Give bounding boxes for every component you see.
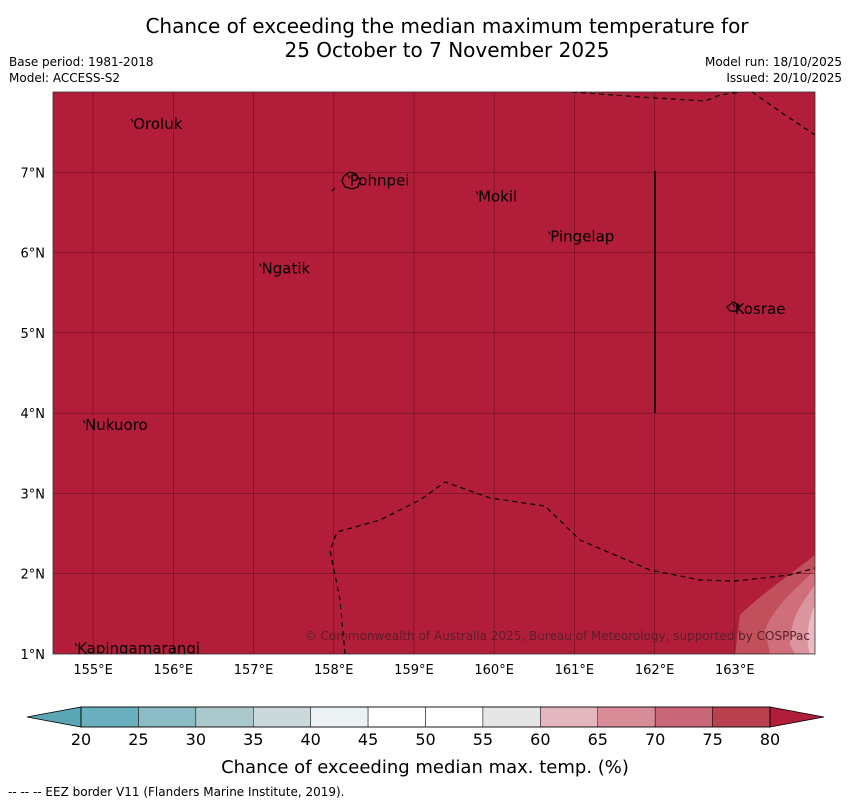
lat-tick-label: 2°N [21, 568, 46, 583]
island-labels: Oroluk Pohnpei Mokil Pingelap Ngatik Kosrae Nu… [74, 115, 786, 657]
colorbar-frame [80, 706, 771, 728]
colorbar-segment [654, 706, 713, 728]
colorbar-tick-label: 40 [300, 730, 320, 749]
axis-labels: 155°E 156°E 157°E 158°E 159°E 160°E 161°E 162°E… [21, 166, 755, 678]
colorbar-low-arrow [26, 706, 82, 728]
model-run: Model run: 18/10/2025 [704, 55, 842, 69]
colorbar-tick-label: 50 [415, 730, 435, 749]
island-marker [547, 231, 551, 235]
colorbar-segment [482, 706, 541, 728]
colorbar: 20 25 30 35 40 45 50 55 60 65 70 75 80 [26, 706, 825, 749]
island-marker [259, 263, 262, 267]
colorbar-tick-label: 65 [588, 730, 608, 749]
colorbar-tick-label: 45 [358, 730, 378, 749]
island-label: Pingelap [550, 228, 614, 246]
island-marker [347, 175, 351, 179]
colorbar-tick-label: 25 [128, 730, 148, 749]
colorbar-tick-label: 75 [702, 730, 722, 749]
island-marker [475, 191, 479, 195]
island-label: Pohnpei [350, 171, 410, 189]
colorbar-tick-label: 55 [473, 730, 493, 749]
colorbar-segment [712, 706, 771, 728]
island-label: Ngatik [262, 260, 311, 278]
colorbar-segment [540, 706, 598, 728]
lon-tick-label: 162°E [635, 663, 675, 678]
lat-tick-label: 4°N [21, 407, 46, 422]
pohnpei-island-shape [341, 171, 361, 190]
title-line-2: 25 October to 7 November 2025 [284, 38, 610, 62]
colorbar-segment [195, 706, 254, 728]
colorbar-tick-label: 20 [71, 730, 91, 749]
island-marker [82, 419, 86, 424]
eez-border-north [571, 92, 746, 102]
colorbar-tick-label: 35 [243, 730, 263, 749]
meta-right: Model run: 18/10/2025 Issued: 20/10/2025 [705, 54, 842, 86]
kosrae-island-shape [726, 301, 740, 312]
colorbar-segment [367, 706, 426, 728]
island-label: Oroluk [133, 115, 182, 133]
lat-tick-label: 1°N [21, 648, 46, 663]
base-period: Base period: 1981-2018 [9, 55, 154, 69]
island-label: Kapingamarangi [77, 639, 200, 657]
lon-tick-label: 159°E [394, 663, 434, 678]
lon-tick-label: 163°E [715, 663, 755, 678]
gridlines [53, 92, 815, 654]
model-name: Model: ACCESS-S2 [9, 71, 121, 85]
lon-tick-label: 156°E [154, 663, 194, 678]
lon-tick-label: 161°E [555, 663, 595, 678]
eez-border-northeast [751, 92, 815, 136]
pohnpei-islet [331, 187, 336, 192]
island-label: Mokil [478, 187, 517, 205]
lon-tick-label: 155°E [73, 663, 113, 678]
colorbar-tick-label: 70 [645, 730, 665, 749]
colorbar-segment [253, 706, 311, 728]
chart-title: Chance of exceeding the median maximum t… [0, 14, 850, 62]
colorbar-tick-label: 30 [186, 730, 206, 749]
lat-tick-label: 7°N [21, 166, 46, 181]
colorbar-label: Chance of exceeding median max. temp. (%… [221, 757, 629, 778]
colorbar-high-arrow [769, 706, 825, 728]
colorbar-tick-label: 60 [530, 730, 550, 749]
copyright-notice: © Commonwealth of Australia 2025, Bureau… [305, 629, 810, 643]
lon-tick-label: 160°E [474, 663, 514, 678]
lon-tick-label: 157°E [234, 663, 274, 678]
colorbar-segment [138, 706, 197, 728]
lat-tick-label: 5°N [21, 327, 46, 342]
island-label: Kosrae [735, 300, 786, 318]
colorbar-tick-label: 80 [760, 730, 780, 749]
colorbar-segment [80, 706, 139, 728]
island-marker [74, 643, 78, 647]
island-marker [130, 118, 134, 123]
island-label: Nukuoro [85, 416, 148, 434]
lat-tick-label: 6°N [21, 247, 46, 262]
issued-date: Issued: 20/10/2025 [726, 71, 842, 85]
map-frame [52, 91, 816, 655]
lon-tick-label: 158°E [314, 663, 354, 678]
colorbar-segment [310, 706, 369, 728]
colorbar-segment [597, 706, 656, 728]
lat-tick-label: 3°N [21, 487, 46, 502]
eez-border-south [329, 481, 815, 654]
footer-note: -- -- -- EEZ border V11 (Flanders Marine… [8, 785, 345, 799]
prob-contour-60 [807, 605, 815, 654]
island-marker [732, 303, 736, 308]
map-background [53, 92, 815, 654]
title-line-1: Chance of exceeding the median maximum t… [145, 14, 749, 38]
meta-left: Base period: 1981-2018 Model: ACCESS-S2 [9, 54, 154, 86]
colorbar-segment [425, 706, 484, 728]
